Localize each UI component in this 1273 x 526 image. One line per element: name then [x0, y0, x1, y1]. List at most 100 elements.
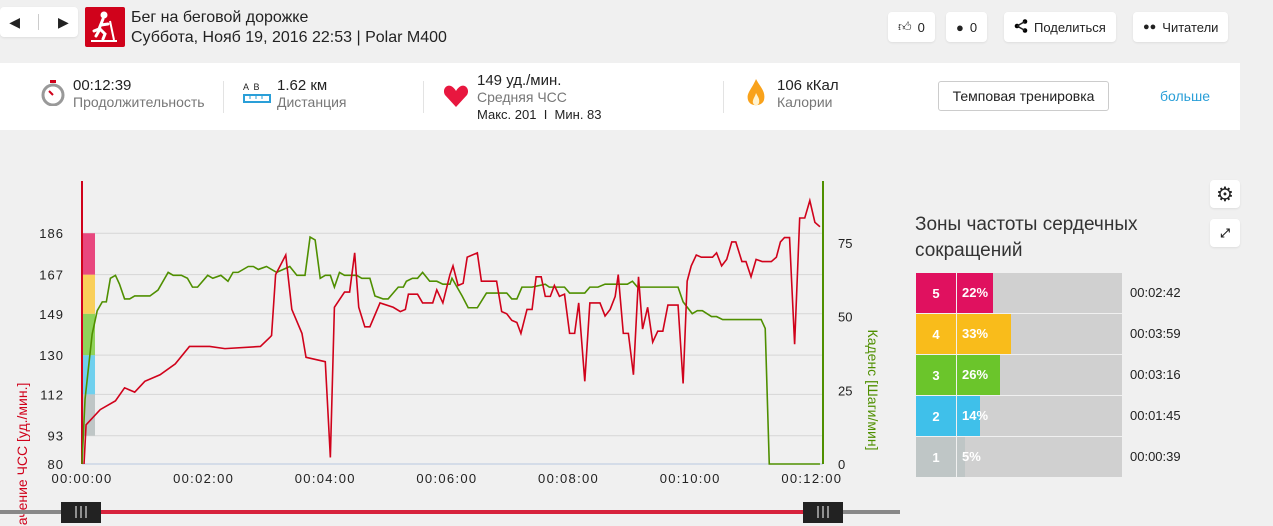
y-tick-label: 130 [39, 348, 64, 363]
y-axis-label: Значение ЧСС [уд./мин.] [14, 383, 30, 526]
calories-label: Калории [777, 94, 833, 110]
distance-stat: A B 1.62 км Дистанция [243, 77, 347, 111]
duration-stat: 00:12:39 Продолжительность [40, 77, 205, 111]
summary-panel: 00:12:39 Продолжительность A B 1.62 км Дис… [0, 63, 1240, 130]
expand-icon: ⤢ [1220, 225, 1230, 240]
x-tick-label: 00:12:00 [781, 471, 842, 486]
divider [423, 81, 424, 113]
zone-row: 4 33% 00:03:59 [916, 314, 1181, 354]
grip-icon [75, 506, 87, 518]
zone-time: 00:03:16 [1130, 367, 1181, 382]
zone-percent: 14% [962, 408, 989, 423]
share-icon [1014, 18, 1028, 36]
prev-arrow-icon[interactable]: ◀ [9, 13, 21, 30]
zone-bar: 33% [957, 314, 1122, 354]
workout-title-block: Бег на беговой дорожке Суббота, Нояб 19,… [131, 8, 447, 48]
calories-stat: 106 кКал Калории [746, 77, 839, 111]
prev-next-nav: ◀ ▶ [0, 7, 78, 37]
zone-bar-fill [957, 314, 1012, 354]
distance-value: 1.62 км [277, 77, 328, 94]
workout-subtitle: Суббота, Нояб 19, 2016 22:53 | Polar M40… [131, 29, 447, 46]
y-tick-label: 167 [39, 268, 64, 283]
distance-ab-label: A B [243, 82, 260, 92]
zone-row: 2 14% 00:01:45 [916, 396, 1181, 436]
zone-number: 3 [916, 355, 956, 395]
y2-tick-label: 25 [838, 383, 852, 398]
avg-hr-label: Средняя ЧСС [477, 89, 567, 105]
zone-row: 5 22% 00:02:42 [916, 273, 1181, 313]
hr-series-line [83, 197, 821, 465]
duration-label: Продолжительность [73, 94, 205, 110]
followers-label: Читатели [1162, 19, 1219, 35]
y-tick-label: 112 [40, 387, 64, 402]
zone-row: 3 26% 00:03:16 [916, 355, 1181, 395]
zone-bar-fill [957, 273, 994, 313]
zone-percent: 22% [962, 285, 989, 300]
comments-button[interactable]: ● 0 [946, 12, 988, 42]
flame-icon [747, 79, 765, 106]
zone-bar-fill [957, 396, 981, 436]
zone-time: 00:01:45 [1130, 408, 1181, 423]
more-link[interactable]: больше [1160, 88, 1210, 104]
heart-icon [443, 85, 469, 107]
nav-divider [38, 14, 40, 30]
zone-percent: 33% [962, 326, 989, 341]
y-tick-label: 80 [48, 457, 64, 472]
x-tick-label: 00:10:00 [660, 471, 721, 486]
like-button[interactable]: 👍︎ 0 [888, 12, 935, 42]
hr-cadence-chart: Значение ЧСС [уд./мин.] Каденс [Шаги/мин… [0, 181, 900, 526]
ruler-icon [243, 94, 271, 103]
cadence-series-line [81, 235, 820, 465]
y-tick-label: 186 [39, 226, 64, 241]
zone-bar-fill [957, 437, 966, 477]
zone-time: 00:00:39 [1130, 449, 1181, 464]
x-tick-label: 00:08:00 [538, 471, 599, 486]
fullscreen-button[interactable]: ⤢ [1210, 219, 1240, 247]
comment-count: 0 [969, 19, 978, 35]
share-label: Поделиться [1034, 19, 1106, 35]
hr-separator: I [543, 107, 548, 122]
duration-value: 00:12:39 [73, 77, 132, 94]
hr-zone-band [82, 233, 95, 275]
y2-tick-label: 50 [838, 310, 852, 325]
followers-button[interactable]: ●● Читатели [1133, 12, 1229, 42]
zone-time: 00:03:59 [1130, 326, 1181, 341]
zone-bar: 22% [957, 273, 1122, 313]
max-hr: Макс. 201 [477, 107, 537, 122]
x-tick-label: 00:00:00 [51, 471, 112, 486]
zone-percent: 26% [962, 367, 989, 382]
y2-tick-label: 75 [838, 236, 852, 251]
zone-bar: 26% [957, 355, 1122, 395]
zone-bar: 14% [957, 396, 1122, 436]
zone-number: 4 [916, 314, 956, 354]
x-tick-label: 00:04:00 [295, 471, 356, 486]
x-tick-label: 00:06:00 [416, 471, 477, 486]
grip-icon [817, 506, 829, 518]
people-icon: ●● [1143, 21, 1157, 33]
y-tick-label: 149 [39, 307, 64, 322]
min-hr: Мин. 83 [554, 107, 602, 122]
treadmill-sport-icon [85, 7, 125, 47]
zone-bar: 5% [957, 437, 1122, 477]
next-arrow-icon[interactable]: ▶ [57, 13, 69, 30]
y2-tick-label: 0 [838, 457, 845, 472]
stopwatch-icon [41, 80, 65, 106]
distance-label: Дистанция [277, 94, 347, 110]
gear-icon: ⚙ [1216, 183, 1234, 206]
settings-button[interactable]: ⚙ [1210, 180, 1240, 208]
zone-row: 1 5% 00:00:39 [916, 437, 1181, 477]
sport-type-button[interactable]: Темповая тренировка [938, 81, 1109, 111]
zone-time: 00:02:42 [1130, 285, 1181, 300]
share-button[interactable]: Поделиться [1004, 12, 1116, 42]
y-tick-label: 93 [48, 429, 64, 444]
zone-number: 2 [916, 396, 956, 436]
range-slider[interactable] [0, 502, 900, 523]
zone-number: 5 [916, 273, 956, 313]
hr-zone-band [82, 274, 95, 314]
comment-icon: ● [956, 19, 964, 35]
x-tick-label: 00:02:00 [173, 471, 234, 486]
hr-zones-title: Зоны частоты сердечных сокращений [915, 214, 1138, 261]
calories-value: 106 кКал [777, 77, 839, 94]
hr-zone-band [82, 313, 95, 356]
divider [223, 81, 224, 113]
